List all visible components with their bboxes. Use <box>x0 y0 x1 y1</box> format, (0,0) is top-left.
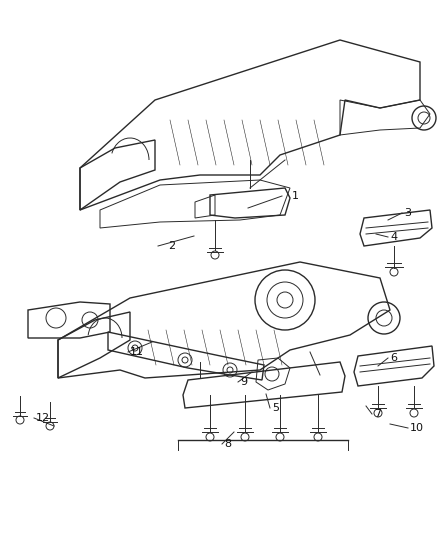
Text: 3: 3 <box>404 208 411 218</box>
Text: 9: 9 <box>240 377 247 387</box>
Text: 10: 10 <box>410 423 424 433</box>
Text: 12: 12 <box>36 413 50 423</box>
Text: 1: 1 <box>292 191 299 201</box>
Text: 8: 8 <box>224 439 231 449</box>
Text: 7: 7 <box>374 409 381 419</box>
Text: 11: 11 <box>130 347 144 357</box>
Text: 6: 6 <box>390 353 397 363</box>
Text: 5: 5 <box>272 403 279 413</box>
Text: 4: 4 <box>390 232 397 242</box>
Text: 2: 2 <box>168 241 175 251</box>
